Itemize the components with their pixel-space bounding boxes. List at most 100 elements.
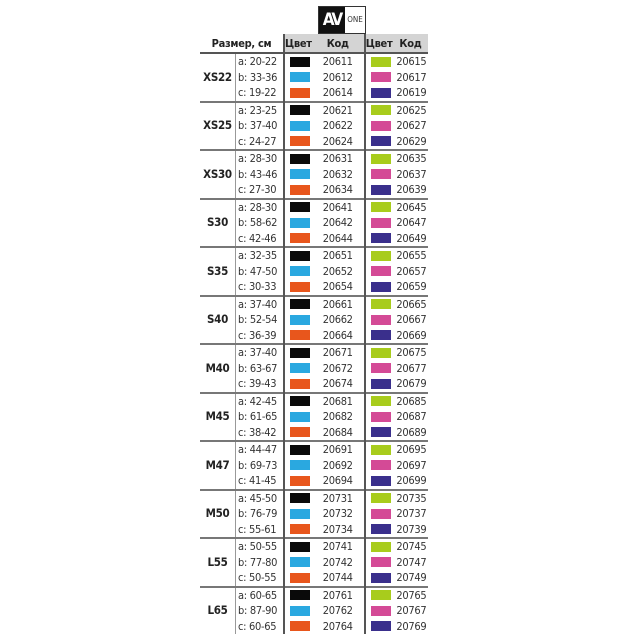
product-code: 20615 — [392, 53, 428, 70]
color-swatch — [290, 218, 310, 228]
product-code: 20677 — [392, 361, 428, 377]
color-cell — [284, 425, 312, 442]
header-code-2: Код — [392, 34, 428, 53]
product-code: 20634 — [312, 182, 365, 199]
size-range: c: 30-33 — [236, 279, 285, 296]
color-swatch — [371, 590, 391, 600]
color-cell — [365, 376, 393, 393]
color-swatch — [290, 88, 310, 98]
size-range: c: 39-43 — [236, 376, 285, 393]
product-code: 20622 — [312, 118, 365, 134]
product-code: 20621 — [312, 102, 365, 119]
color-swatch — [290, 57, 310, 67]
product-code: 20614 — [312, 85, 365, 102]
color-swatch — [371, 202, 391, 212]
product-code: 20675 — [392, 344, 428, 361]
color-cell — [365, 53, 393, 70]
color-swatch — [290, 105, 310, 115]
color-cell — [284, 376, 312, 393]
color-swatch — [371, 315, 391, 325]
color-cell — [284, 134, 312, 151]
color-swatch — [371, 185, 391, 195]
color-swatch — [371, 266, 391, 276]
product-code: 20627 — [392, 118, 428, 134]
color-cell — [365, 506, 393, 522]
product-code: 20631 — [312, 150, 365, 167]
color-swatch — [290, 476, 310, 486]
product-code: 20682 — [312, 409, 365, 425]
size-range: b: 47-50 — [236, 264, 285, 280]
product-code: 20671 — [312, 344, 365, 361]
size-range: a: 44-47 — [236, 441, 285, 458]
size-label: XS25 — [200, 102, 236, 151]
color-cell — [284, 53, 312, 70]
color-cell — [365, 264, 393, 280]
size-range: a: 37-40 — [236, 296, 285, 313]
product-code: 20659 — [392, 279, 428, 296]
color-cell — [284, 587, 312, 604]
size-range: b: 52-54 — [236, 312, 285, 328]
color-swatch — [371, 379, 391, 389]
product-code: 20735 — [392, 490, 428, 507]
color-cell — [284, 231, 312, 248]
color-cell — [365, 102, 393, 119]
color-swatch — [371, 557, 391, 567]
color-cell — [284, 619, 312, 634]
product-code: 20699 — [392, 473, 428, 490]
product-code: 20697 — [392, 458, 428, 474]
header-size: Размер, см — [200, 34, 284, 53]
header-code-1: Код — [312, 34, 365, 53]
color-cell — [365, 555, 393, 571]
color-cell — [284, 538, 312, 555]
product-code: 20691 — [312, 441, 365, 458]
size-range: a: 37-40 — [236, 344, 285, 361]
size-range: b: 63-67 — [236, 361, 285, 377]
color-cell — [365, 425, 393, 442]
size-range: a: 28-30 — [236, 150, 285, 167]
color-cell — [365, 328, 393, 345]
size-label: S30 — [200, 199, 236, 248]
color-swatch — [371, 330, 391, 340]
size-label: L65 — [200, 587, 236, 634]
product-code: 20611 — [312, 53, 365, 70]
color-swatch — [290, 427, 310, 437]
size-range: c: 42-46 — [236, 231, 285, 248]
color-cell — [365, 296, 393, 313]
color-swatch — [290, 315, 310, 325]
product-code: 20649 — [392, 231, 428, 248]
color-swatch — [371, 573, 391, 583]
color-swatch — [371, 460, 391, 470]
color-swatch — [290, 169, 310, 179]
size-label: S40 — [200, 296, 236, 345]
color-swatch — [290, 606, 310, 616]
color-swatch — [290, 185, 310, 195]
color-swatch — [371, 136, 391, 146]
color-cell — [365, 603, 393, 619]
size-range: a: 32-35 — [236, 247, 285, 264]
header-color-2: Цвет — [365, 34, 393, 53]
color-cell — [365, 587, 393, 604]
color-swatch — [290, 121, 310, 131]
color-swatch — [290, 136, 310, 146]
color-swatch — [290, 251, 310, 261]
color-swatch — [371, 348, 391, 358]
product-code: 20645 — [392, 199, 428, 216]
product-code: 20652 — [312, 264, 365, 280]
size-range: b: 77-80 — [236, 555, 285, 571]
product-code: 20765 — [392, 587, 428, 604]
color-cell — [284, 70, 312, 86]
color-swatch — [371, 509, 391, 519]
color-cell — [365, 361, 393, 377]
product-code: 20734 — [312, 522, 365, 539]
product-code: 20764 — [312, 619, 365, 634]
color-cell — [365, 247, 393, 264]
size-range: a: 60-65 — [236, 587, 285, 604]
color-cell — [284, 490, 312, 507]
brand-logo: AV ONE — [318, 6, 366, 34]
product-code: 20761 — [312, 587, 365, 604]
